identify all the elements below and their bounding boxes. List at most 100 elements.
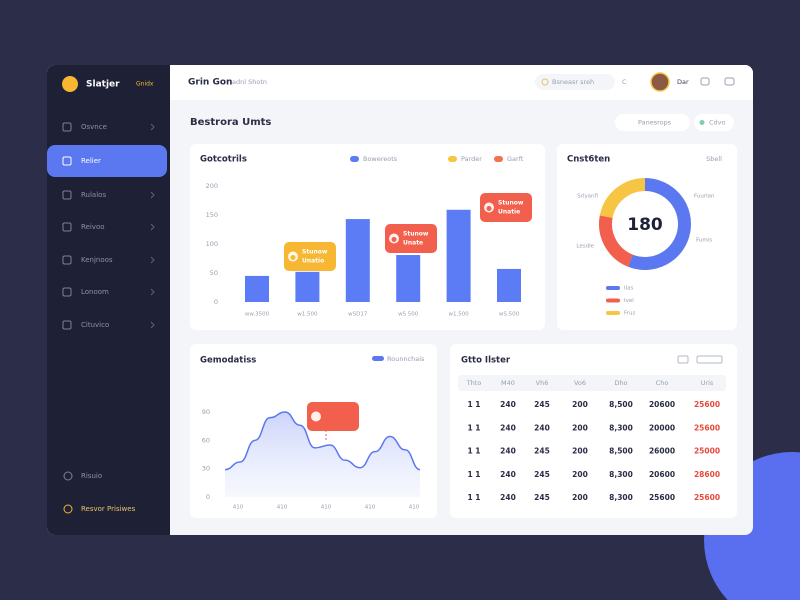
x-tick-label: w1.500 <box>448 312 469 318</box>
table-cell: 240 <box>500 423 516 432</box>
legend-label: Garft <box>507 155 524 163</box>
header-subtitle: adnl Shotn <box>232 78 267 86</box>
nav-footer[interactable]: Resvor Prisiwes <box>81 505 136 513</box>
column-header: M40 <box>501 379 515 387</box>
table-head <box>458 375 726 391</box>
donut-segment <box>599 215 634 267</box>
donut-label: Lesdle <box>576 244 594 250</box>
table-cell: 245 <box>534 470 550 479</box>
nav-icon <box>63 504 73 514</box>
legend-label: Rounnchais <box>387 355 425 363</box>
table-cell: 8,500 <box>609 400 633 409</box>
nav-label[interactable]: Lonoom <box>81 288 109 296</box>
table-cell: 25600 <box>649 493 675 502</box>
nav-icon <box>62 222 72 232</box>
status-dot <box>699 120 705 125</box>
legend-swatch <box>372 356 384 361</box>
table-cell: 200 <box>572 447 588 456</box>
x-tick-label: wSD17 <box>348 312 368 318</box>
donut-title: Cnst6ten <box>567 155 610 165</box>
nav-chevron <box>150 223 155 231</box>
table-icon[interactable] <box>677 355 689 364</box>
avatar[interactable] <box>650 72 670 92</box>
sidebar <box>47 65 170 535</box>
legend-swatch <box>606 286 620 290</box>
callout-icon <box>391 237 397 242</box>
x-tick-label: 410 <box>321 505 332 511</box>
search-box[interactable] <box>535 74 615 90</box>
table-cell: 1 1 <box>467 423 480 432</box>
callout-text: Unatio <box>302 258 324 265</box>
table-cell: 240 <box>500 470 516 479</box>
callout-icon <box>311 411 321 422</box>
column-header: Dho <box>614 379 627 387</box>
donut-segment <box>628 178 691 270</box>
x-tick-label: 410 <box>365 505 376 511</box>
x-tick-label: wS 500 <box>398 312 419 318</box>
column-header: Vh6 <box>536 379 549 387</box>
button-label: Panesrops <box>638 119 672 127</box>
table-cell: 200 <box>572 423 588 432</box>
button[interactable] <box>615 114 690 131</box>
bar <box>446 209 471 302</box>
nav-chevron <box>150 123 155 131</box>
bar <box>396 255 421 302</box>
button[interactable] <box>694 114 734 131</box>
bar-title: Gotcotrils <box>200 155 247 165</box>
y-tick-label: 100 <box>206 240 218 248</box>
nav-chevron <box>150 191 155 199</box>
header-badge: C <box>622 78 627 86</box>
nav-label[interactable]: Relier <box>81 157 101 165</box>
header-icon[interactable] <box>724 77 735 86</box>
logo <box>62 76 78 92</box>
donut-center: 180 <box>627 215 663 235</box>
nav-active <box>47 145 167 177</box>
column-header: Thto <box>466 379 482 387</box>
nav-label[interactable]: Kenjnoos <box>81 256 113 264</box>
nav-label[interactable]: Cituvico <box>81 321 109 329</box>
column-header: Uris <box>701 379 714 387</box>
table-cell: 28600 <box>694 470 720 479</box>
table-cell: 25600 <box>694 400 720 409</box>
search-icon <box>541 78 549 86</box>
table-icon[interactable] <box>696 355 723 364</box>
table-cell: 240 <box>500 493 516 502</box>
header-icon[interactable] <box>700 77 710 86</box>
callout-text: Stunow <box>403 231 429 238</box>
callout-text: Stunow <box>498 200 524 207</box>
callout <box>385 224 437 253</box>
legend-swatch <box>606 311 620 315</box>
donut-menu[interactable]: Sbell <box>706 155 722 163</box>
callout-text: Unatie <box>498 209 520 216</box>
nav-label[interactable]: Reivoo <box>81 223 105 231</box>
nav-chevron <box>150 256 155 264</box>
search-text: Bsneasr sreh <box>552 78 594 86</box>
nav-label[interactable]: Rulalos <box>81 191 106 199</box>
nav-icon <box>62 190 72 200</box>
table-cell: 8,300 <box>609 423 633 432</box>
table-cell: 1 1 <box>467 493 480 502</box>
table-cell: 20600 <box>649 400 675 409</box>
line <box>224 411 421 471</box>
callout <box>307 402 359 431</box>
legend-swatch <box>606 298 620 303</box>
table-cell: 245 <box>534 447 550 456</box>
table-cell: 8,300 <box>609 493 633 502</box>
donut-label: Fumis <box>696 238 712 244</box>
x-tick-label: w1.500 <box>297 312 318 318</box>
donut-segment <box>599 178 646 219</box>
table-cell: 8,500 <box>609 447 633 456</box>
nav-footer[interactable]: Risuio <box>81 472 102 480</box>
nav-label[interactable]: Osvnce <box>81 123 107 131</box>
nav-icon <box>62 320 72 330</box>
nav-chevron <box>150 288 155 296</box>
bar <box>345 219 370 302</box>
table-cell: 25000 <box>694 447 720 456</box>
nav-icon <box>62 287 72 297</box>
table-cell: 20600 <box>649 470 675 479</box>
table-cell: 240 <box>500 400 516 409</box>
nav-icon <box>62 255 72 265</box>
x-tick-label: 410 <box>409 505 420 511</box>
nav-icon <box>63 471 73 481</box>
